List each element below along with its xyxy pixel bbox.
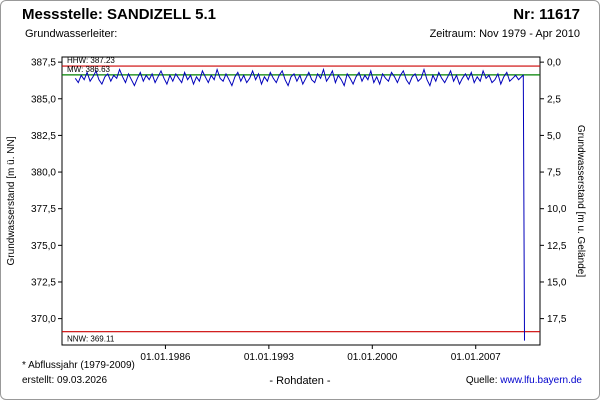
y-axis-title-left: Grundwasserstand [m ü. NN] (6, 136, 17, 265)
y-tick-label-right: 2,5 (547, 94, 561, 105)
y-tick-label-left: 370,0 (31, 314, 56, 325)
y-tick-label-right: 5,0 (547, 131, 561, 142)
aquifer-label: Grundwasserleiter: (25, 28, 118, 40)
y-axis-title-right: Grundwasserstand [m u. Gelände] (575, 125, 586, 278)
x-tick-label: 01.01.1986 (140, 352, 190, 363)
source-label: Quelle: (465, 375, 498, 386)
y-tick-label-right: 10,0 (547, 204, 567, 215)
series-grundwasserstand (74, 67, 525, 341)
created-date: erstellt: 09.03.2026 (22, 375, 108, 386)
chart-svg: 387,5 385,0 382,5 380,0 377,5 375,0 372,5 370,0… (6, 56, 586, 363)
x-tick-label: 01.01.1993 (244, 352, 294, 363)
y-tick-label-right: 17,5 (547, 314, 567, 325)
x-tick-label: 01.01.2007 (451, 352, 501, 363)
footnote-abflussjahr: * Abflussjahr (1979-2009) (22, 360, 135, 371)
source-line: Quelle: www.lfu.bayern.de (466, 375, 582, 386)
y-tick-label-right: 0,0 (547, 58, 561, 69)
y-tick-label-left: 387,5 (31, 58, 56, 69)
y-tick-label-left: 385,0 (31, 94, 56, 105)
refline-label-nnw: NNW: 369.11 (67, 335, 115, 344)
plot-frame (61, 56, 541, 346)
y-tick-label-left: 372,5 (31, 277, 56, 288)
y-tick-label-left: 382,5 (31, 131, 56, 142)
source-link[interactable]: www.lfu.bayern.de (500, 375, 582, 386)
y-tick-label-right: 7,5 (547, 168, 561, 179)
refline-label-hhw: HHW: 387.23 (67, 56, 115, 65)
station-title: Messstelle: SANDIZELL 5.1 (22, 6, 216, 23)
y-tick-label-left: 380,0 (31, 168, 56, 179)
y-tick-label-left: 377,5 (31, 204, 56, 215)
rohdaten-label: - Rohdaten - (269, 375, 331, 387)
y-tick-label-right: 12,5 (547, 241, 567, 252)
x-tick-label: 01.01.2000 (347, 352, 397, 363)
station-number: Nr: 11617 (513, 6, 580, 23)
refline-label-mw: MW: 386.63 (67, 65, 111, 74)
y-tick-label-left: 375,0 (31, 241, 56, 252)
y-tick-label-right: 15,0 (547, 277, 567, 288)
period-label: Zeitraum: Nov 1979 - Apr 2010 (429, 28, 580, 40)
